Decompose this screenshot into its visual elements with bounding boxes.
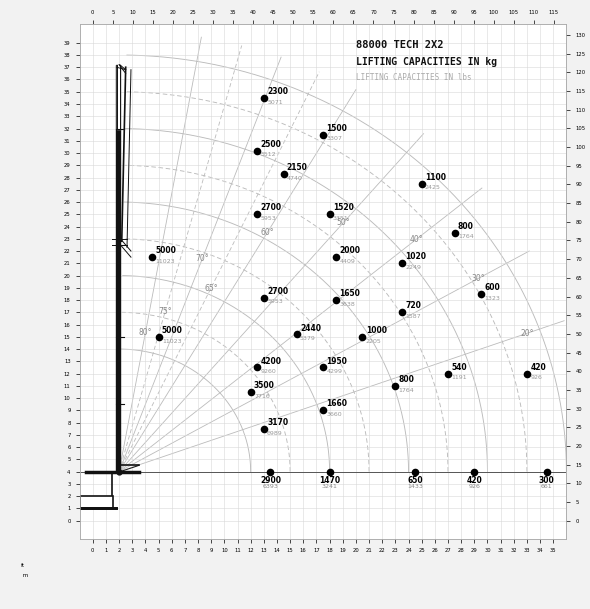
Text: 2205: 2205 (366, 339, 382, 343)
Text: 3241: 3241 (322, 484, 337, 490)
Text: 2000: 2000 (339, 246, 360, 255)
Text: 2700: 2700 (267, 287, 289, 296)
Text: 50°: 50° (336, 219, 350, 227)
Text: 88000 TECH 2X2: 88000 TECH 2X2 (356, 40, 444, 51)
Text: 75°: 75° (158, 308, 172, 316)
Text: 5953: 5953 (267, 300, 283, 304)
Text: 1323: 1323 (484, 296, 500, 301)
Text: 420: 420 (530, 363, 546, 371)
Text: 1020: 1020 (405, 253, 426, 261)
Bar (80, 496, 113, 509)
Text: 5000: 5000 (162, 326, 183, 335)
Text: 5000: 5000 (155, 246, 176, 255)
Text: 1470: 1470 (319, 476, 340, 485)
Text: 3638: 3638 (339, 302, 355, 307)
Text: 80°: 80° (139, 328, 152, 337)
Text: 6989: 6989 (267, 431, 283, 435)
Text: 1000: 1000 (366, 326, 387, 335)
Text: 5512: 5512 (261, 152, 276, 157)
Text: 2900: 2900 (260, 476, 281, 485)
Text: 70°: 70° (195, 254, 209, 263)
Text: 1191: 1191 (451, 375, 467, 381)
Text: 2150: 2150 (287, 163, 308, 172)
Text: 1433: 1433 (407, 484, 423, 490)
Text: 5071: 5071 (267, 100, 283, 105)
Text: 3351: 3351 (333, 216, 349, 221)
Text: ft
 m: ft m (21, 563, 28, 578)
Text: 1500: 1500 (326, 124, 347, 133)
Text: 600: 600 (484, 283, 500, 292)
Text: 6393: 6393 (263, 484, 278, 490)
Text: 4200: 4200 (261, 357, 281, 365)
Text: 650: 650 (407, 476, 423, 485)
Text: 2440: 2440 (300, 323, 321, 333)
Text: 2300: 2300 (267, 87, 288, 96)
Text: 2500: 2500 (261, 139, 281, 149)
Text: 4299: 4299 (326, 369, 342, 375)
Text: 3500: 3500 (254, 381, 275, 390)
Text: 1764: 1764 (458, 234, 474, 239)
Text: 720: 720 (405, 301, 421, 311)
Text: 5953: 5953 (261, 216, 276, 221)
Text: 30°: 30° (471, 274, 485, 283)
Text: 4740: 4740 (287, 175, 303, 181)
Text: 300: 300 (539, 476, 555, 485)
Text: 4409: 4409 (339, 259, 355, 264)
Text: 1520: 1520 (333, 203, 354, 213)
Text: 661: 661 (541, 484, 552, 490)
Text: 926: 926 (530, 375, 542, 381)
Text: 1950: 1950 (326, 357, 347, 365)
Text: 800: 800 (399, 375, 415, 384)
Text: 1764: 1764 (399, 388, 414, 393)
Text: LIFTING CAPACITIES IN lbs: LIFTING CAPACITIES IN lbs (356, 73, 471, 82)
Text: 3307: 3307 (326, 136, 342, 141)
Text: 1587: 1587 (405, 314, 421, 319)
Text: 2249: 2249 (405, 265, 421, 270)
Text: 3660: 3660 (326, 412, 342, 417)
Text: 3170: 3170 (267, 418, 289, 427)
Text: 926: 926 (468, 484, 480, 490)
Text: 60°: 60° (260, 228, 274, 238)
Text: 7716: 7716 (254, 394, 270, 399)
Text: 40°: 40° (409, 234, 423, 244)
Text: 9260: 9260 (261, 369, 276, 375)
Text: 1660: 1660 (326, 400, 348, 409)
Text: 11023: 11023 (155, 259, 175, 264)
Text: 2700: 2700 (261, 203, 281, 213)
Text: 11023: 11023 (162, 339, 182, 343)
Text: 5379: 5379 (300, 336, 316, 341)
Text: 1650: 1650 (339, 289, 360, 298)
Text: 420: 420 (467, 476, 482, 485)
Text: 2425: 2425 (425, 186, 441, 191)
Text: 20°: 20° (520, 329, 534, 338)
Text: 540: 540 (451, 363, 467, 371)
Text: 1100: 1100 (425, 173, 446, 182)
Text: LIFTING CAPACITIES IN kg: LIFTING CAPACITIES IN kg (356, 57, 497, 68)
Text: 800: 800 (458, 222, 474, 231)
Text: 65°: 65° (204, 284, 218, 293)
